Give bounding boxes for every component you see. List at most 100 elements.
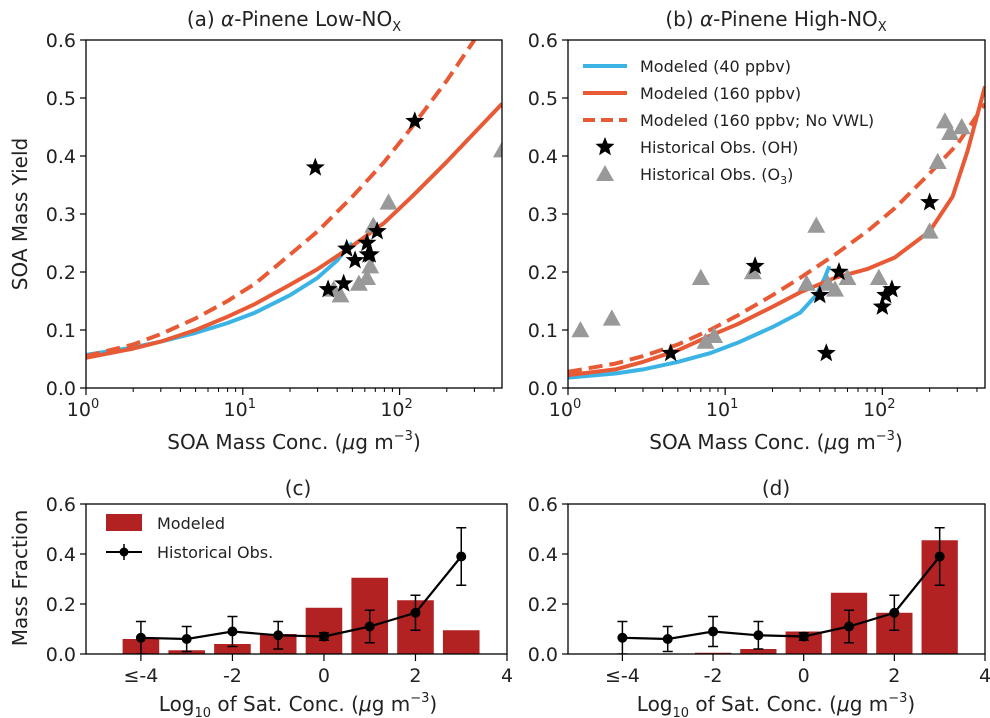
y-tick-label: 0.3 (528, 204, 558, 226)
y-tick-label: 0.1 (46, 320, 76, 342)
obs-point (708, 626, 719, 637)
legend-label-o3: Historical Obs. (O3) (640, 165, 793, 187)
y-tick-label: 0.4 (46, 544, 76, 566)
axes-frame (567, 39, 986, 389)
oh-point (337, 238, 357, 257)
plot-area-b (568, 85, 985, 380)
panel-d-xlabel: Log10 of Sat. Conc. (μg m−3) (637, 691, 915, 718)
y-tick-label: 0.4 (46, 146, 76, 168)
y-tick-label: 0.0 (46, 378, 76, 400)
obs-point (662, 634, 673, 644)
obs-point (364, 621, 375, 632)
panel-c-ylabel: Mass Fraction (8, 510, 32, 647)
legend-label-oh: Historical Obs. (OH) (640, 138, 798, 157)
oh-point (816, 343, 836, 362)
obs-point (135, 632, 146, 643)
o3-point (935, 112, 954, 129)
panel-a-title: (a) α-Pinene Low-NOX (187, 7, 401, 35)
o3-point (696, 332, 715, 349)
panel-a-ylabel: SOA Mass Yield (8, 138, 32, 290)
y-tick-label: 0.2 (46, 594, 76, 616)
panel-c-legend: Modeled Historical Obs. (106, 514, 273, 562)
legend-label-modeled: Modeled (157, 514, 225, 533)
panel-d-title: (d) (762, 476, 790, 500)
y-tick-label: 0.6 (46, 494, 76, 516)
legend-bar-swatch (106, 514, 142, 531)
axes-frame (567, 503, 986, 655)
panel-a: 0.0 0.1 0.2 0.3 0.4 0.5 0.6 100 101 102 (46, 30, 503, 421)
y-tick-label: 0.4 (528, 544, 558, 566)
y-tick-label: 0.1 (528, 320, 558, 342)
series-line-2 (86, 40, 477, 359)
axes-frame (85, 503, 508, 655)
obs-line (622, 555, 941, 641)
panel-a-xlabel: SOA Mass Conc. (μg m−3) (167, 429, 421, 454)
obs-point (456, 551, 467, 562)
x-tick-label: 102 (863, 397, 895, 421)
o3-point (331, 286, 350, 303)
x-tick-label: 101 (706, 397, 738, 421)
x-tick-label: 0 (798, 665, 810, 687)
o3-point (602, 309, 621, 326)
obs-point (889, 607, 900, 618)
legend-triangle-o3 (596, 165, 614, 181)
y-tick-label: 0.6 (46, 30, 76, 52)
x-tick-label: 2 (888, 665, 900, 687)
plot-area-d (617, 527, 958, 654)
x-tick-label: 4 (501, 665, 513, 687)
panel-b-title: (b) α-Pinene High-NOX (665, 7, 886, 35)
oh-point (829, 262, 849, 281)
x-tick-label: 2 (409, 665, 421, 687)
o3-point (349, 274, 368, 291)
series-line-1 (568, 85, 985, 378)
oh-point (882, 279, 902, 298)
oh-point (334, 273, 354, 292)
panel-b-legend: Modeled (40 ppbv) Modeled (160 ppbv) Mod… (583, 57, 874, 187)
oh-point (661, 343, 681, 362)
panel-c-title: (c) (285, 476, 312, 500)
o3-point (941, 123, 960, 140)
y-tick-label: 0.5 (528, 88, 558, 110)
obs-point (798, 631, 809, 642)
x-tick-label: -2 (704, 665, 723, 687)
plot-area-a (86, 40, 502, 360)
oh-point (810, 285, 830, 304)
x-tick-label: ≤-4 (123, 665, 158, 687)
o3-point (920, 222, 939, 239)
obs-point (410, 607, 421, 618)
y-tick-label: 0.2 (46, 262, 76, 284)
oh-point (920, 192, 940, 211)
y-tick-label: 0.4 (528, 146, 558, 168)
o3-point (691, 268, 710, 285)
oh-point (357, 233, 377, 252)
o3-point (838, 268, 857, 285)
obs-point (934, 551, 945, 562)
x-tick-label: -2 (223, 665, 242, 687)
legend-label-160: Modeled (160 ppbv) (640, 84, 801, 103)
bar (740, 649, 777, 654)
bar (305, 607, 343, 654)
obs-point (844, 621, 855, 632)
x-tick-label: ≤-4 (605, 665, 640, 687)
panel-d: 0.0 0.2 0.4 0.6 ≤-4 -2 0 2 4 (528, 494, 990, 687)
oh-point (405, 111, 425, 130)
y-tick-label: 0.0 (528, 378, 558, 400)
series-line-1 (86, 102, 502, 360)
obs-point (318, 631, 329, 642)
oh-point (876, 285, 896, 304)
series-line-0 (86, 241, 354, 357)
panel-b: 0.0 0.1 0.2 0.3 0.4 0.5 0.6 100 101 102 (528, 30, 986, 421)
legend-label-40: Modeled (40 ppbv) (640, 57, 791, 76)
oh-point (305, 157, 325, 176)
y-tick-label: 0.0 (46, 644, 76, 666)
y-tick-label: 0.6 (528, 494, 558, 516)
obs-line (140, 555, 463, 641)
bar (214, 644, 251, 654)
o3-point (379, 193, 398, 210)
obs-point (181, 634, 192, 644)
legend-label-hist: Historical Obs. (157, 543, 273, 562)
series-line-2 (568, 102, 985, 374)
oh-point (360, 244, 380, 263)
